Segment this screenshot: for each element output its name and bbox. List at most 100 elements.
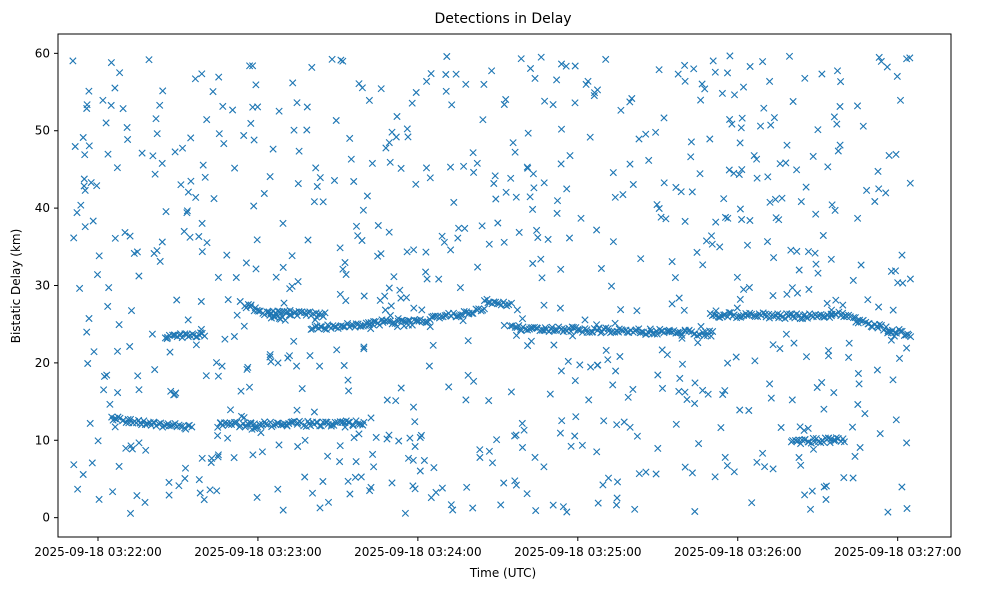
data-point xyxy=(280,299,288,307)
data-point xyxy=(480,80,488,88)
data-point xyxy=(403,248,411,256)
x-tick-label: 2025-09-18 03:25:00 xyxy=(514,545,641,559)
data-point xyxy=(303,126,311,134)
data-point xyxy=(654,444,662,452)
data-point xyxy=(111,84,119,92)
data-point xyxy=(70,461,78,469)
data-point xyxy=(231,164,239,172)
data-point xyxy=(339,57,347,65)
data-point xyxy=(832,434,840,442)
data-point xyxy=(422,268,430,276)
data-point xyxy=(430,464,438,472)
data-point xyxy=(128,445,136,453)
data-point xyxy=(196,489,204,497)
data-point xyxy=(823,299,831,307)
data-point xyxy=(557,160,565,168)
data-point xyxy=(478,222,486,230)
data-point xyxy=(367,414,375,422)
data-point xyxy=(530,184,538,192)
data-point xyxy=(523,163,531,171)
data-point xyxy=(803,314,811,322)
data-point xyxy=(382,144,390,152)
data-point xyxy=(298,385,306,393)
data-point xyxy=(119,105,127,113)
data-point xyxy=(289,79,297,87)
data-point xyxy=(310,408,318,416)
data-point xyxy=(201,173,209,181)
data-point xyxy=(485,447,493,455)
data-point xyxy=(232,273,240,282)
data-point xyxy=(416,467,424,475)
data-point xyxy=(123,123,131,132)
data-point xyxy=(191,75,199,83)
data-point xyxy=(111,423,119,431)
data-point xyxy=(793,247,801,255)
data-point xyxy=(450,198,458,206)
data-point xyxy=(550,341,558,349)
data-point xyxy=(704,390,712,398)
x-tick-label: 2025-09-18 03:27:00 xyxy=(834,545,961,559)
data-point xyxy=(611,319,619,327)
data-point xyxy=(74,485,82,493)
data-point xyxy=(607,282,616,290)
data-point xyxy=(363,192,371,200)
data-point xyxy=(397,164,405,172)
data-point xyxy=(464,337,472,345)
data-point xyxy=(849,474,857,482)
data-point xyxy=(279,219,287,227)
data-point xyxy=(840,474,848,482)
data-point xyxy=(511,477,519,485)
data-point xyxy=(219,102,227,110)
data-point xyxy=(572,413,580,421)
data-point xyxy=(707,332,715,340)
data-point xyxy=(470,377,478,385)
data-point xyxy=(820,483,828,491)
data-point xyxy=(658,384,667,392)
data-point xyxy=(604,356,612,364)
data-point xyxy=(429,341,437,349)
data-point xyxy=(770,114,778,122)
data-point xyxy=(611,193,619,201)
data-point xyxy=(609,381,617,389)
data-point xyxy=(187,134,195,142)
data-point xyxy=(604,325,612,333)
data-point xyxy=(574,326,583,334)
data-point xyxy=(452,70,460,78)
data-point xyxy=(562,62,570,70)
data-point xyxy=(615,325,623,333)
data-point xyxy=(721,387,729,395)
data-point xyxy=(346,490,354,498)
data-point xyxy=(864,296,872,304)
data-point xyxy=(328,420,336,428)
data-point xyxy=(676,374,684,382)
data-point xyxy=(828,201,836,209)
y-tick-label: 0 xyxy=(42,511,50,525)
data-point xyxy=(423,275,431,283)
data-point xyxy=(769,465,777,473)
data-point xyxy=(590,92,598,100)
data-point xyxy=(242,259,250,267)
data-point xyxy=(445,383,453,391)
data-point xyxy=(412,180,420,188)
data-point xyxy=(642,130,650,138)
data-point xyxy=(593,448,601,456)
data-point xyxy=(668,300,676,308)
data-point xyxy=(783,290,791,298)
data-point xyxy=(262,420,270,428)
data-point xyxy=(488,67,496,75)
data-point xyxy=(427,494,435,502)
data-point xyxy=(151,366,159,374)
data-point xyxy=(83,101,91,109)
data-point xyxy=(751,312,759,321)
data-point xyxy=(357,473,365,481)
data-point xyxy=(311,323,319,331)
data-point xyxy=(565,234,574,242)
data-point xyxy=(250,202,258,210)
data-point xyxy=(564,357,572,365)
data-point xyxy=(240,322,248,330)
data-point xyxy=(738,114,746,122)
data-point xyxy=(830,113,838,121)
data-point xyxy=(392,397,400,405)
data-point xyxy=(789,97,797,106)
